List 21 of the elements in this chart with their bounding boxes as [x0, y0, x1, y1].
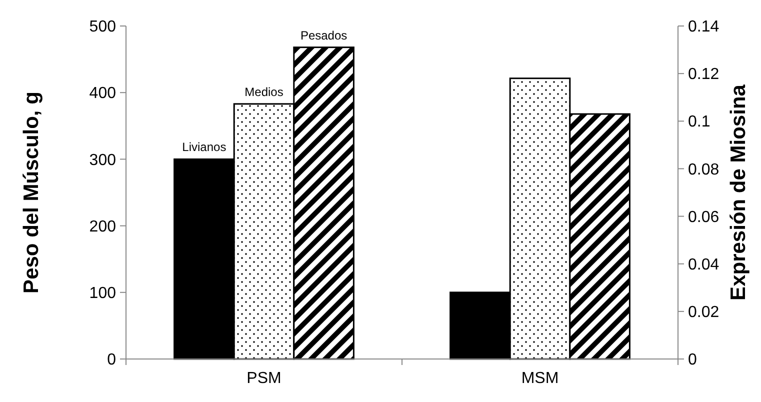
- series-label: Medios: [244, 84, 284, 99]
- y2-tick-label: 0.06: [688, 208, 720, 226]
- y2-tick-label: 0.08: [688, 161, 720, 178]
- y2-tick-label: 0.12: [688, 66, 720, 84]
- y2-axis-title: Expresión de Miosina: [727, 84, 750, 300]
- y2-tick-label: 0.02: [688, 304, 720, 322]
- y-tick-label: 300: [89, 152, 116, 169]
- y2-tick-label: 0: [688, 352, 697, 369]
- y2-tick-label: 0.1: [688, 114, 710, 131]
- x-tick-label: MSM: [521, 370, 559, 387]
- y2-tick-label: 0.04: [688, 256, 720, 274]
- y-tick-label: 100: [89, 285, 116, 302]
- y-tick-label: 200: [89, 218, 116, 236]
- series-label: Pesados: [300, 28, 348, 42]
- y-tick-label: 500: [89, 18, 116, 36]
- y-tick-label: 0: [107, 352, 116, 369]
- y2-tick-label: 0.14: [688, 18, 720, 36]
- series-label: Livianos: [182, 140, 226, 154]
- y-tick-label: 400: [89, 85, 116, 102]
- x-tick-label: PSM: [246, 370, 282, 387]
- y-axis-title: Peso del Músculo, g: [20, 92, 43, 294]
